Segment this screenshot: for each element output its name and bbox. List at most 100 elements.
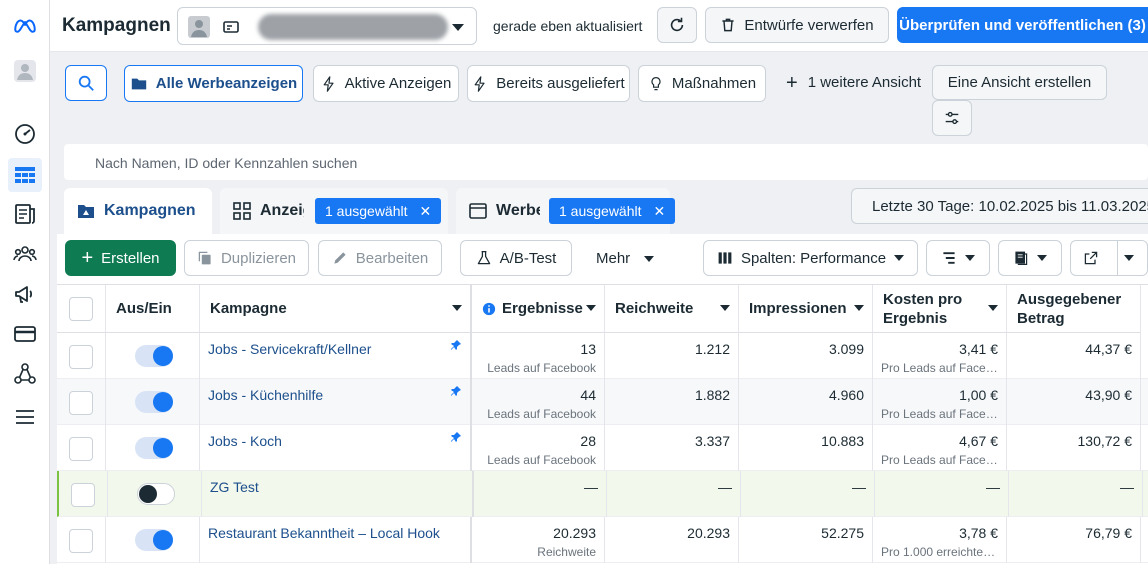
close-icon[interactable]: ✕ — [419, 202, 432, 219]
ads-selected-label: 1 ausgewählt — [559, 203, 642, 219]
campaign-name-link[interactable]: Restaurant Bekanntheit – Local Hook — [208, 525, 440, 541]
select-cell — [57, 517, 106, 563]
row-checkbox[interactable] — [71, 483, 95, 507]
billing-card-icon[interactable] — [8, 317, 42, 351]
reach-cell: 3.337 — [605, 425, 739, 471]
on-off-toggle[interactable] — [135, 345, 173, 367]
view-settings-button[interactable] — [932, 100, 972, 136]
results-value: — — [584, 479, 598, 495]
pin-icon[interactable] — [450, 339, 462, 351]
review-publish-button[interactable]: Überprüfen und veröffentlichen (3) — [897, 7, 1148, 43]
header-impressions[interactable]: Impressionen — [739, 285, 873, 333]
reach-value: 1.212 — [694, 341, 730, 357]
view-actions[interactable]: Maßnahmen — [638, 65, 766, 102]
refresh-button[interactable] — [657, 7, 697, 43]
header-campaign-label: Kampagne — [210, 300, 287, 317]
impressions-value: 3.099 — [828, 341, 864, 357]
results-cell: — — [474, 471, 607, 517]
select-cell — [57, 379, 106, 425]
tab-campaigns[interactable]: Kampagnen — [64, 188, 212, 234]
adsets-selected-chip[interactable]: 1 ausgewählt ✕ — [315, 198, 442, 224]
profile-avatar-icon[interactable] — [8, 54, 42, 88]
table-row[interactable]: ZG Test — — — — — — [57, 471, 1148, 517]
ads-selected-chip[interactable]: 1 ausgewählt ✕ — [549, 198, 676, 224]
on-off-toggle[interactable] — [135, 529, 173, 551]
discard-drafts-button[interactable]: Entwürfe verwerfen — [705, 7, 889, 43]
search-placeholder: Nach Namen, ID oder Kennzahlen suchen — [95, 155, 358, 171]
cost-value: 3,41 € — [959, 341, 998, 357]
close-icon[interactable]: ✕ — [653, 202, 666, 219]
view-all-ads[interactable]: Alle Werbeanzeigen — [124, 65, 303, 102]
trash-icon — [722, 18, 734, 32]
meta-logo-icon[interactable] — [8, 8, 42, 42]
row-checkbox[interactable] — [69, 529, 93, 553]
on-off-toggle[interactable] — [135, 437, 173, 459]
table-row[interactable]: Jobs - Servicekraft/Kellner 13 Leads auf… — [57, 333, 1148, 379]
header-amount-spent[interactable]: Ausgegebener Betrag — [1007, 285, 1141, 333]
row-checkbox[interactable] — [69, 391, 93, 415]
pin-icon[interactable] — [450, 385, 462, 397]
business-tools-icon[interactable] — [8, 357, 42, 391]
select-all-checkbox[interactable] — [69, 297, 93, 321]
toggle-knob — [153, 438, 173, 458]
view-delivered[interactable]: Bereits ausgeliefert — [467, 65, 630, 102]
columns-dropdown[interactable]: Spalten: Performance — [703, 240, 918, 276]
dashboard-icon[interactable] — [8, 117, 42, 151]
reach-cell: 1.212 — [605, 333, 739, 379]
impressions-cell: 4.960 — [739, 379, 873, 425]
table-row[interactable]: Jobs - Koch 28 Leads auf Facebook 3.337 … — [57, 425, 1148, 471]
spent-value: — — [1120, 479, 1134, 495]
row-checkbox[interactable] — [69, 345, 93, 369]
date-range-picker[interactable]: Letzte 30 Tage: 10.02.2025 bis 11.03.202… — [851, 188, 1148, 224]
campaign-name-link[interactable]: Jobs - Küchenhilfe — [208, 387, 324, 403]
create-button[interactable]: + Erstellen — [65, 240, 176, 276]
search-bar[interactable]: Nach Namen, ID oder Kennzahlen suchen — [64, 144, 1148, 180]
reports-dropdown[interactable] — [998, 240, 1062, 276]
lightning-icon — [474, 75, 485, 92]
campaign-name-link[interactable]: Jobs - Koch — [208, 433, 282, 449]
ab-test-button[interactable]: A/B-Test — [460, 240, 572, 276]
table-row[interactable]: Restaurant Bekanntheit – Local Hook 20.2… — [57, 517, 1148, 563]
campaign-cell: Jobs - Küchenhilfe — [200, 379, 472, 425]
reports-icon[interactable] — [8, 197, 42, 231]
results-type: Leads auf Facebook — [487, 361, 596, 375]
on-off-toggle[interactable] — [137, 483, 175, 505]
chevron-down-icon[interactable] — [1124, 255, 1134, 261]
export-dropdown[interactable] — [1070, 240, 1148, 276]
table-row[interactable]: Jobs - Küchenhilfe 44 Leads auf Facebook… — [57, 379, 1148, 425]
spent-value: 76,79 € — [1085, 525, 1132, 541]
row-checkbox[interactable] — [69, 437, 93, 461]
campaign-name-link[interactable]: ZG Test — [210, 479, 259, 495]
edit-button[interactable]: Bearbeiten — [318, 240, 442, 276]
advertise-megaphone-icon[interactable] — [8, 277, 42, 311]
account-selector[interactable] — [177, 7, 477, 45]
campaign-name-link[interactable]: Jobs - Servicekraft/Kellner — [208, 341, 372, 357]
duplicate-button[interactable]: Duplizieren — [184, 240, 309, 276]
header-campaign[interactable]: Kampagne — [200, 285, 472, 333]
search-toggle-button[interactable] — [65, 65, 107, 101]
header-results[interactable]: Ergebnisse — [472, 285, 605, 333]
search-icon — [78, 75, 94, 91]
select-cell — [57, 333, 106, 379]
on-off-toggle[interactable] — [135, 391, 173, 413]
campaign-cell: Jobs - Koch — [200, 425, 472, 471]
reach-cell: 20.293 — [605, 517, 739, 563]
results-value: 44 — [580, 387, 596, 403]
pin-icon[interactable] — [450, 431, 462, 443]
results-cell: 13 Leads auf Facebook — [472, 333, 605, 379]
ads-manager-table-icon[interactable] — [8, 158, 42, 192]
header-reach[interactable]: Reichweite — [605, 285, 739, 333]
view-active-ads[interactable]: Aktive Anzeigen — [313, 65, 459, 102]
chevron-down-icon — [894, 255, 905, 261]
menu-icon[interactable] — [8, 400, 42, 434]
reach-value: 20.293 — [687, 525, 730, 541]
breakdown-dropdown[interactable] — [926, 240, 990, 276]
more-views-link[interactable]: + 1 weitere Ansicht — [786, 73, 921, 93]
header-cost-per-result[interactable]: Kosten pro Ergebnis — [873, 285, 1007, 333]
sort-caret-icon — [854, 305, 864, 311]
page-title: Kampagnen — [62, 15, 171, 36]
audiences-icon[interactable] — [8, 237, 42, 271]
more-dropdown[interactable]: Mehr — [596, 250, 655, 267]
create-view-button[interactable]: Eine Ansicht erstellen — [932, 65, 1107, 100]
impressions-value: 52.275 — [821, 525, 864, 541]
